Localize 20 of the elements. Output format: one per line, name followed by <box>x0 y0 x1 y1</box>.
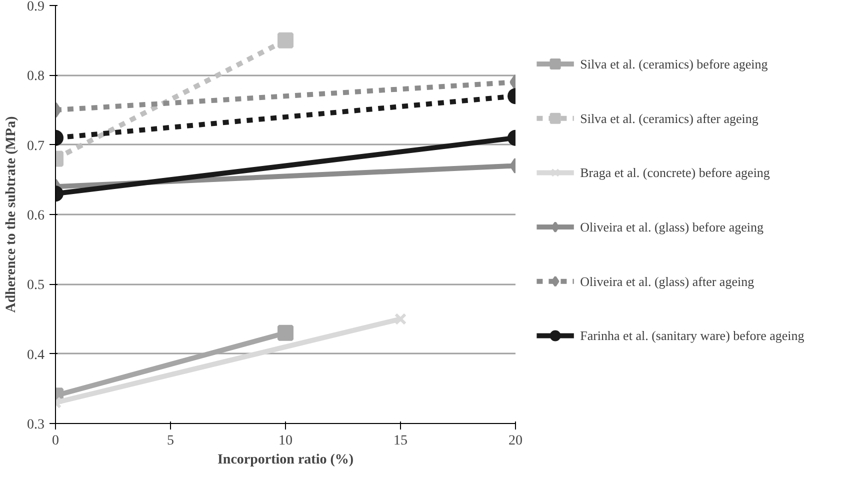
x-tick-label: 0 <box>52 434 59 448</box>
y-tick-label: 0.7 <box>27 138 44 154</box>
legend-label: Silva et al. (ceramics) after ageing <box>580 110 759 126</box>
y-axis-title: Adherence to the subtrate (MPa) <box>4 116 19 313</box>
y-tick-label: 0.9 <box>27 0 44 14</box>
x-tick-label: 10 <box>278 434 292 448</box>
x-tick-label: 20 <box>508 434 522 448</box>
x-axis-title: Incorportion ratio (%) <box>217 452 354 468</box>
x-tick-label: 15 <box>394 434 408 448</box>
x-tick-label: 5 <box>167 434 174 448</box>
legend-label: Oliveira et al. (glass) before ageing <box>580 220 764 235</box>
legend-label: Oliveira et al. (glass) after ageing <box>580 274 755 289</box>
y-tick-label: 0.3 <box>27 418 44 432</box>
y-tick-label: 0.6 <box>27 208 44 224</box>
y-tick-label: 0.5 <box>27 278 44 294</box>
legend-label: Farinha et al. (sanitary ware) before ageing <box>580 328 805 344</box>
legend-label: Silva et al. (ceramics) before ageing <box>580 56 768 72</box>
y-tick-label: 0.8 <box>27 69 44 84</box>
y-tick-label: 0.4 <box>27 348 44 363</box>
legend-label: Braga et al. (concrete) before ageing <box>580 165 770 180</box>
